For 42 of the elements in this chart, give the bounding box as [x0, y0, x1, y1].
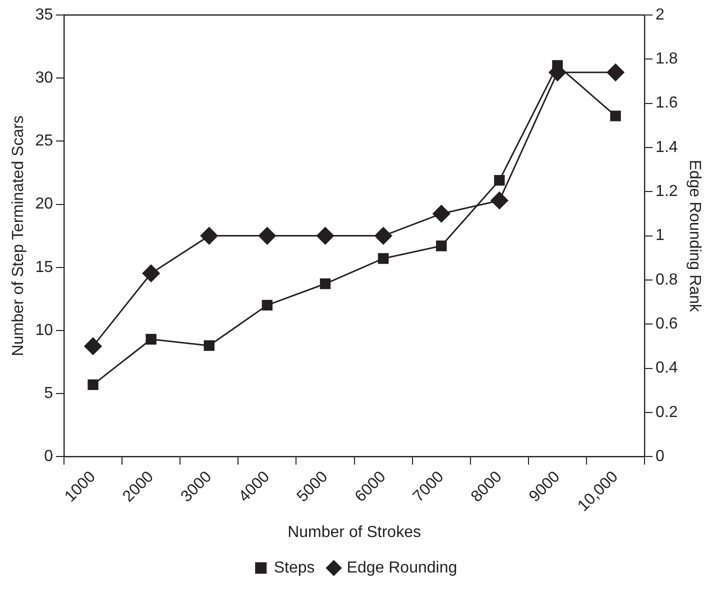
- point: [610, 110, 621, 122]
- point: [200, 227, 218, 245]
- point: [146, 334, 156, 345]
- y2-tick-label: 0: [656, 448, 665, 466]
- point: [262, 300, 273, 311]
- x-axis-title: Number of Strokes: [288, 524, 421, 541]
- y-axis-title: Number of Step Terminated Scars: [10, 115, 28, 356]
- point: [204, 340, 214, 351]
- y2-tick-label: 1: [656, 227, 665, 244]
- point: [84, 337, 102, 355]
- point: [142, 264, 160, 282]
- point: [378, 253, 389, 264]
- legend-label: Steps: [274, 559, 315, 576]
- y-tick-label: 15: [35, 258, 54, 276]
- y-tick-label: 35: [35, 6, 54, 24]
- point: [436, 240, 447, 252]
- y-tick-label: 20: [35, 196, 54, 213]
- y2-axis-title: Edge Rounding Rank: [686, 160, 703, 313]
- y2-tick-label: 1.4: [656, 138, 678, 156]
- y-tick-label: 25: [35, 132, 54, 150]
- y2-tick-label: 2: [656, 6, 665, 24]
- y2-tick-label: 0.8: [656, 271, 678, 288]
- point: [494, 174, 505, 186]
- y-tick-label: 10: [35, 322, 54, 339]
- point: [490, 192, 508, 210]
- y-tick-label: 5: [44, 384, 54, 402]
- y2-tick-label: 1.2: [656, 183, 678, 200]
- point: [432, 204, 450, 222]
- y-tick-label: 30: [35, 69, 54, 86]
- point: [374, 227, 392, 245]
- point: [320, 278, 331, 290]
- y2-tick-label: 0.2: [656, 404, 678, 421]
- point: [88, 379, 98, 390]
- y2-tick-label: 0.4: [656, 360, 678, 377]
- point: [316, 227, 334, 245]
- legend-label: Edge Rounding: [346, 559, 458, 576]
- y2-tick-label: 1.8: [656, 50, 678, 68]
- y-tick-label: 0: [44, 448, 54, 466]
- y2-tick-label: 1.6: [656, 94, 678, 112]
- y2-tick-label: 0.6: [656, 316, 678, 333]
- point: [258, 227, 276, 245]
- point: [606, 64, 624, 82]
